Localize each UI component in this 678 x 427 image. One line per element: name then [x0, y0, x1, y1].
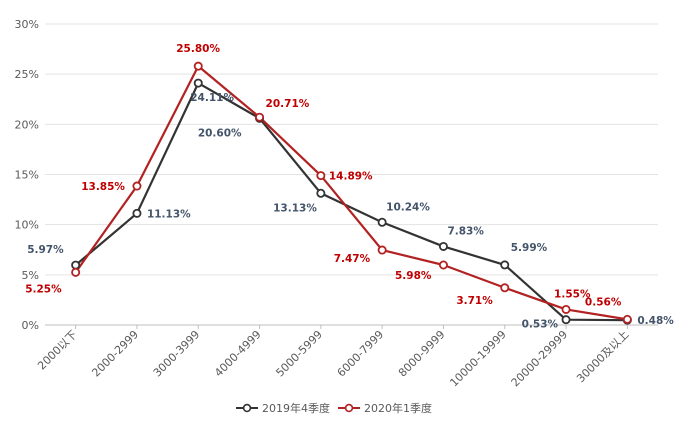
- data-point: [132, 181, 142, 191]
- data-label: 1.55%: [554, 288, 591, 300]
- data-point: [438, 241, 448, 251]
- y-tick-label: 5%: [22, 269, 39, 282]
- data-point: [255, 112, 265, 122]
- data-label: 20.71%: [266, 98, 310, 110]
- data-point: [193, 61, 203, 71]
- x-tick-label: 20000-29999: [509, 328, 570, 389]
- x-tick-label: 2000以下: [35, 328, 80, 373]
- data-point: [500, 283, 510, 293]
- data-label: 10.24%: [386, 201, 430, 213]
- legend: 2019年4季度 2020年1季度: [236, 401, 432, 415]
- data-label: 5.25%: [25, 283, 62, 295]
- y-tick-label: 30%: [15, 18, 39, 31]
- series-line-1: [74, 81, 628, 322]
- legend-label: 2019年4季度: [262, 401, 330, 415]
- x-tick-label: 2000-2999: [89, 328, 141, 380]
- y-tick-label: 0%: [22, 319, 39, 332]
- data-label: 5.97%: [27, 244, 64, 256]
- data-point: [316, 171, 326, 181]
- y-tick-label: 25%: [15, 68, 39, 81]
- y-tick-label: 15%: [15, 169, 39, 182]
- data-point: [71, 260, 81, 270]
- x-tick-label: 6000-7999: [335, 328, 387, 380]
- x-tick-label: 5000-5999: [273, 328, 325, 380]
- data-point: [500, 260, 510, 270]
- data-label: 14.89%: [329, 171, 373, 183]
- data-label: 7.47%: [334, 253, 371, 265]
- data-point: [622, 314, 632, 324]
- data-label: 3.71%: [456, 295, 493, 307]
- data-point: [438, 260, 448, 270]
- data-label: 20.60%: [198, 127, 242, 139]
- y-tick-label: 10%: [15, 219, 39, 232]
- legend-swatch-marker: [242, 403, 252, 413]
- data-point: [561, 304, 571, 314]
- data-point: [377, 217, 387, 227]
- legend-item: 2019年4季度: [236, 401, 330, 415]
- data-label: 5.98%: [395, 270, 432, 282]
- data-point: [561, 315, 571, 325]
- data-label: 13.85%: [81, 181, 125, 193]
- x-tick-label: 4000-4999: [212, 328, 264, 380]
- data-label: 0.56%: [585, 296, 622, 308]
- series-lines: [71, 61, 632, 325]
- x-tick-label: 3000-3999: [151, 328, 203, 380]
- x-tick-label: 30000及以上: [574, 328, 631, 385]
- data-label: 0.53%: [522, 319, 559, 331]
- data-label: 13.13%: [273, 202, 317, 214]
- data-label: 24.11%: [190, 92, 234, 104]
- data-point: [132, 208, 142, 218]
- data-label: 11.13%: [147, 208, 191, 220]
- gridlines: [45, 23, 658, 326]
- legend-label: 2020年1季度: [364, 401, 432, 415]
- data-point: [316, 188, 326, 198]
- data-label: 0.48%: [637, 315, 674, 327]
- x-tick-label: 8000-9999: [396, 328, 448, 380]
- data-labels: 5.97% 11.13% 24.11% 20.60% 13.13% 10.24% 7.83%…: [25, 43, 674, 331]
- data-label: 25.80%: [176, 43, 220, 55]
- legend-item: 2020年1季度: [338, 401, 432, 415]
- x-tick-label: 10000-19999: [447, 328, 508, 389]
- series-line-2: [74, 65, 628, 321]
- data-point: [377, 245, 387, 255]
- y-tick-label: 20%: [15, 118, 39, 131]
- data-label: 7.83%: [447, 225, 484, 237]
- legend-swatch-marker: [344, 403, 354, 413]
- data-point: [193, 78, 203, 88]
- data-label: 5.99%: [511, 242, 548, 254]
- data-point: [71, 267, 81, 277]
